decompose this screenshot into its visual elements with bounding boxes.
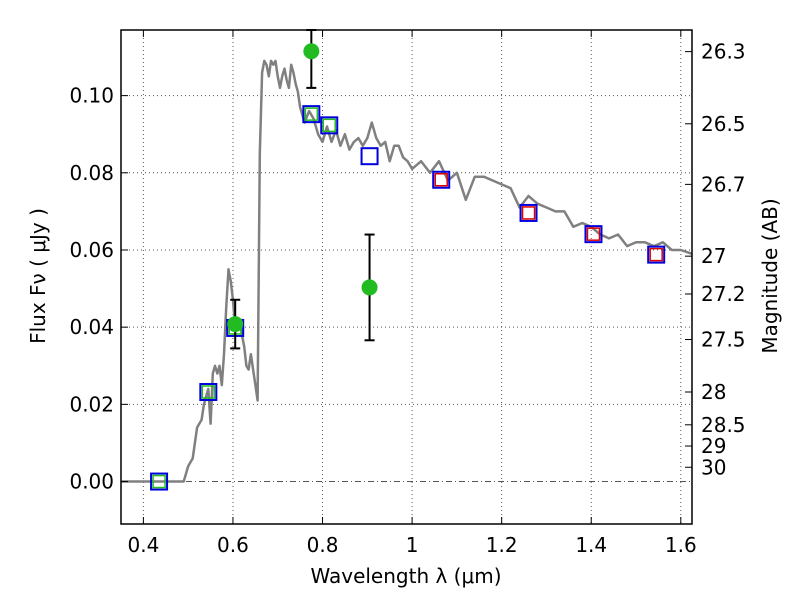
model-box-red-outer-2: [519, 203, 538, 222]
mag-tick-label-2: 26.7: [701, 172, 746, 196]
axes-layer: 0.4 0.6 0.8 1 1.2 1.4 1.6 0.00 0.02 0.04 0.06 0.08 0…: [69, 29, 746, 557]
model-box-green-inner-4: [322, 118, 336, 133]
x-tick-label-0: 0.4: [127, 533, 159, 557]
mag-tick-label-8: 29: [701, 434, 726, 458]
mag-tick-label-3: 27: [701, 244, 726, 268]
mag-tick-label-4: 27.2: [701, 282, 746, 306]
model-box-green-inner-3: [304, 107, 319, 121]
x-tick-label-4: 1.2: [486, 533, 518, 557]
model-box-red-inner-4: [649, 247, 663, 262]
mag-tick-label-7: 28.5: [701, 413, 746, 437]
x-tick-label-2: 0.8: [307, 533, 339, 557]
model-box-red-inner-1: [434, 172, 448, 187]
model-box-red-inner-3: [586, 227, 601, 241]
model-box-green-inner-1: [201, 385, 216, 399]
y-tick-label-5: 0.10: [69, 84, 114, 108]
model-box-green-inner-0: [152, 474, 166, 489]
model-box-red-outer-0: [360, 147, 379, 166]
x-tick-label-6: 1.6: [665, 533, 697, 557]
x-tick-label-5: 1.4: [575, 533, 607, 557]
mag-tick-label-9: 30: [701, 455, 726, 479]
model-box-green-outer-1: [199, 383, 218, 402]
plot-frame: [120, 29, 693, 525]
model-box-green-outer-4: [320, 116, 339, 135]
x-axis-label: Wavelength λ (μm): [310, 564, 501, 588]
x-tick-label-3: 1: [406, 533, 419, 557]
y-tick-label-0: 0.00: [69, 470, 114, 494]
y-axis-label: Flux Fν ( μJy ): [26, 208, 50, 344]
y-tick-label-2: 0.04: [69, 315, 114, 339]
y-tick-label-3: 0.06: [69, 238, 114, 262]
model-box-red-outer-4: [647, 245, 666, 264]
y-tick-label-4: 0.08: [69, 161, 114, 185]
mag-tick-label-0: 26.3: [701, 40, 746, 64]
model-box-green-outer-3: [302, 105, 321, 124]
y-tick-label-1: 0.02: [69, 392, 114, 416]
observed-point-2: [361, 279, 378, 296]
plot-layer: [121, 29, 693, 491]
y2-axis-label: Magnitude (AB): [758, 198, 782, 353]
model-box-red-outer-3: [584, 225, 603, 244]
mag-tick-label-1: 26.5: [701, 112, 746, 136]
model-box-red-outer-1: [432, 170, 451, 189]
x-tick-label-1: 0.6: [217, 533, 249, 557]
grid-layer: [121, 30, 692, 524]
observed-point-1: [303, 43, 320, 60]
model-box-red-inner-2: [521, 206, 536, 220]
mag-tick-label-6: 28: [701, 380, 726, 404]
observed-point-0: [227, 316, 244, 333]
model-box-green-outer-0: [150, 472, 169, 491]
mag-tick-label-5: 27.5: [701, 328, 746, 352]
model-spectrum-line: [121, 59, 693, 483]
